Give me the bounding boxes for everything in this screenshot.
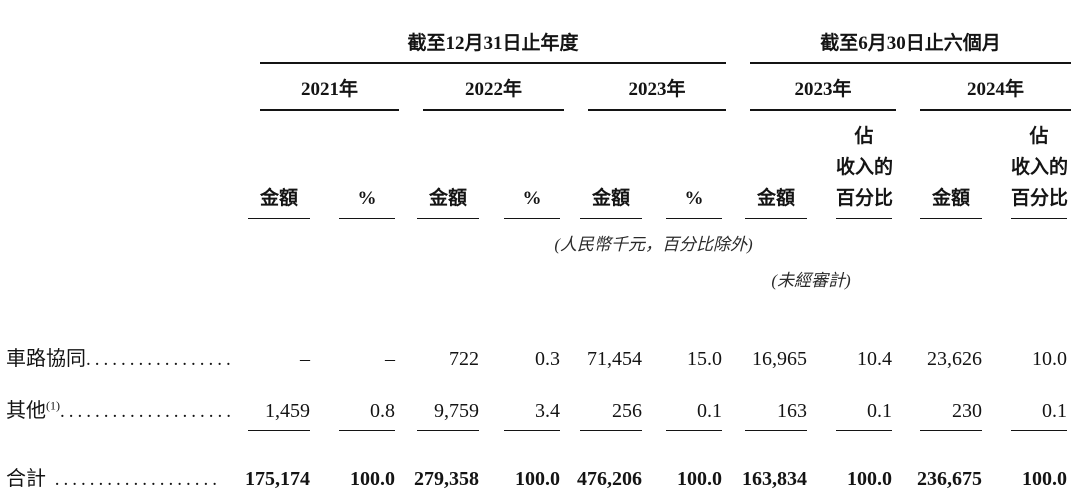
cell-value: 23,626 — [927, 348, 983, 370]
single-rule — [920, 430, 983, 431]
cell-value: 0.1 — [811, 377, 896, 435]
single-rule — [504, 430, 560, 431]
cell-value: 71,454 — [587, 348, 642, 370]
units-note: (人民幣千元，百分比除外) — [554, 235, 753, 254]
table-row: 其他(1).................... 1,459 0.8 9,759 3.… — [6, 377, 1071, 435]
year-2022-header: 2022年 — [423, 74, 564, 111]
row-label: 合計 ................... — [6, 468, 221, 490]
unaudited-note-row: (未經審計) — [6, 255, 1071, 291]
leader-dots: .................. — [86, 349, 236, 370]
leader-dots: .................... — [60, 401, 235, 422]
cell-value: – — [300, 348, 310, 370]
single-rule — [836, 430, 893, 431]
cell-value: 722 — [449, 348, 479, 370]
cell-value: 175,174 — [245, 468, 310, 490]
percent-column-header: % — [666, 183, 723, 219]
amount-column-header: 金額 — [248, 183, 310, 219]
year-header-row: 2021年 2022年 2023年 2023年 2024年 — [6, 64, 1072, 111]
single-rule — [417, 430, 479, 431]
single-rule — [666, 430, 723, 431]
amount-column-header: 金額 — [417, 183, 479, 219]
cell-value: 256 — [564, 377, 646, 435]
percent-column-header: % — [504, 183, 560, 219]
cell-value: 100.0 — [677, 468, 723, 490]
cell-value: 10.0 — [1032, 348, 1068, 370]
cell-value: 163,834 — [742, 468, 808, 490]
single-rule — [580, 430, 642, 431]
amount-column-header: 金額 — [580, 183, 642, 219]
interim-group-cell: 截至6月30日止六個月 — [726, 4, 1072, 64]
cell-value: 163 — [726, 377, 811, 435]
row-label: 車路協同.................. — [6, 327, 236, 377]
percent-column-header: % — [339, 183, 395, 219]
period-group-row: 截至12月31日止年度 截至6月30日止六個月 — [6, 4, 1072, 64]
spacer-row — [6, 291, 1071, 327]
cell-value: 3.4 — [483, 377, 564, 435]
interim-2024-header: 2024年 — [920, 74, 1072, 111]
cell-value: 0.1 — [646, 377, 726, 435]
single-rule — [1011, 430, 1068, 431]
cell-value: 100.0 — [847, 468, 893, 490]
year-2023-header: 2023年 — [588, 74, 727, 111]
footnote-marker: (1) — [46, 398, 60, 413]
amount-column-header: 金額 — [745, 183, 808, 219]
leader-dots: ................... — [46, 469, 221, 490]
cell-value: 0.8 — [314, 377, 399, 435]
cell-value: 0.1 — [986, 377, 1071, 435]
cell-value: 100.0 — [1022, 468, 1068, 490]
units-note-row: (人民幣千元，百分比除外) — [6, 219, 1071, 255]
amount-column-header: 金額 — [920, 183, 983, 219]
cell-value: 0.3 — [535, 348, 560, 370]
single-rule — [339, 430, 395, 431]
annual-group-cell: 截至12月31日止年度 — [236, 4, 727, 64]
annual-period-header: 截至12月31日止年度 — [260, 28, 727, 64]
cell-value: 236,675 — [917, 468, 983, 490]
cell-value: 16,965 — [752, 348, 808, 370]
table-row: 車路協同.................. – – 722 0.3 71,454 15.0… — [6, 327, 1071, 377]
cell-value: 230 — [896, 377, 986, 435]
row-label: 其他(1).................... — [6, 398, 235, 422]
single-rule — [745, 430, 808, 431]
interim-2023-header: 2023年 — [750, 74, 897, 111]
table-row: 合計 ................... 175,174 100.0 279,35… — [6, 435, 1071, 492]
column-header-row: 金額 % 金額 % 金額 % 金額 佔 收入的 百分比 金額 佔 收入的 百分比 — [6, 111, 1071, 219]
cell-value: – — [385, 348, 395, 370]
year-2021-header: 2021年 — [260, 74, 399, 111]
cell-value: 279,358 — [414, 468, 479, 490]
interim-period-header: 截至6月30日止六個月 — [750, 28, 1072, 64]
cell-value: 476,206 — [577, 468, 642, 490]
single-rule — [248, 430, 310, 431]
cell-value: 100.0 — [350, 468, 395, 490]
cell-value: 9,759 — [399, 377, 483, 435]
cell-value: 10.4 — [857, 348, 893, 370]
pct-of-revenue-column-header: 佔 收入的 百分比 — [1011, 121, 1068, 219]
corner-empty-cell — [6, 4, 236, 64]
cell-value: 100.0 — [515, 468, 560, 490]
pct-of-revenue-column-header: 佔 收入的 百分比 — [836, 121, 893, 219]
cell-value: 15.0 — [687, 348, 723, 370]
revenue-breakdown-table: 截至12月31日止年度 截至6月30日止六個月 2021年 2022年 2023… — [6, 4, 1072, 492]
cell-value: 1,459 — [236, 377, 314, 435]
unaudited-note: (未經審計) — [771, 271, 851, 290]
